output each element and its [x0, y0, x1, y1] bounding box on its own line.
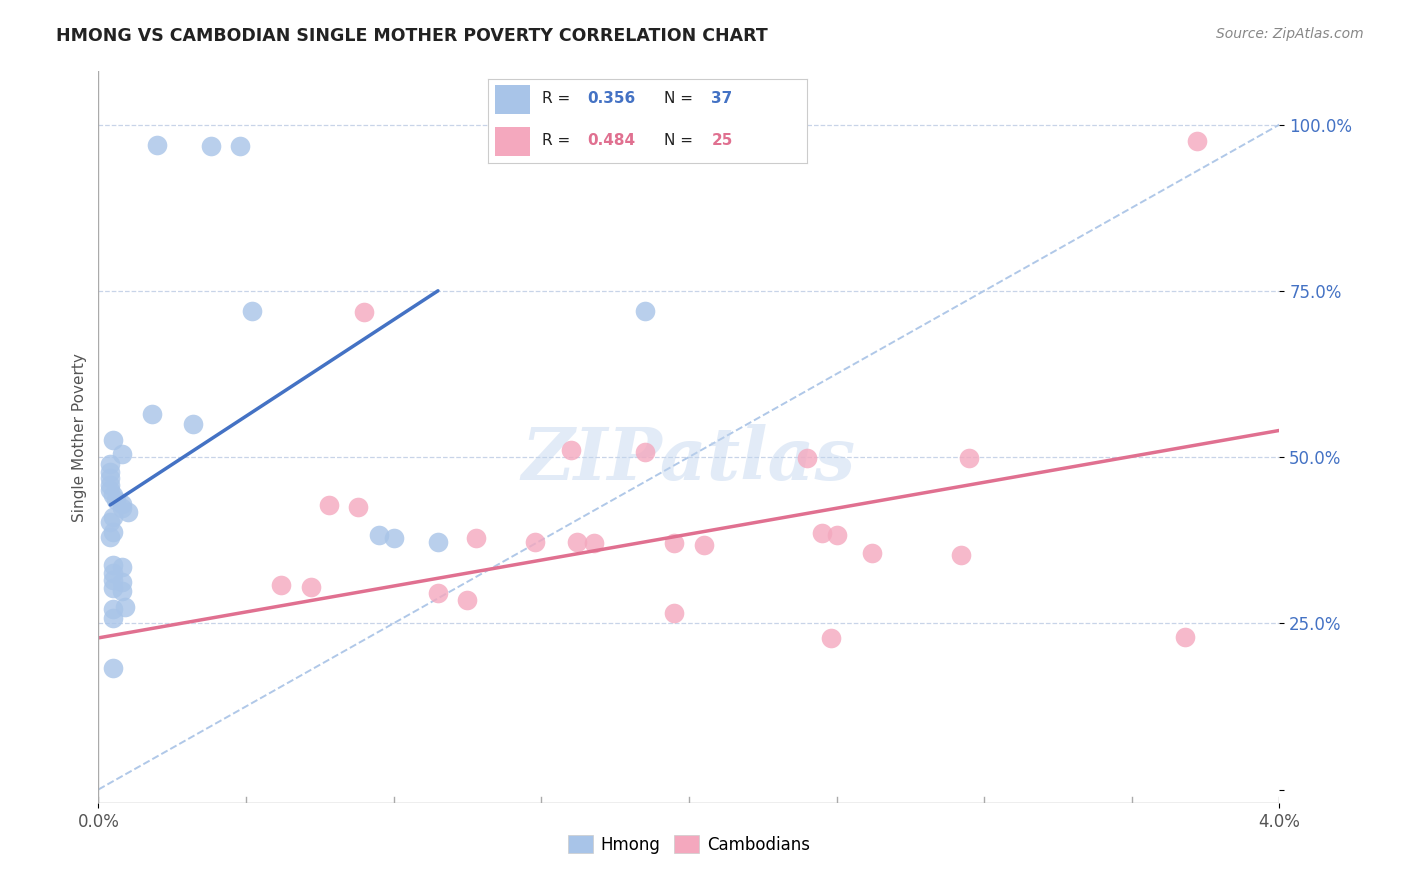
Point [949, 549, 972, 563]
Point [368, 528, 391, 542]
Point [114, 599, 136, 614]
Point [959, 451, 981, 466]
Point [98, 478, 121, 492]
Point [457, 593, 479, 607]
Point [111, 501, 134, 516]
Point [240, 303, 263, 318]
Point [664, 607, 686, 621]
Point [98, 515, 121, 529]
Point [318, 498, 340, 512]
Point [347, 500, 370, 514]
Point [811, 526, 834, 541]
Point [103, 558, 125, 572]
Point [693, 538, 716, 552]
Point [427, 586, 450, 600]
Point [270, 577, 292, 591]
Point [427, 535, 450, 549]
Point [103, 573, 125, 587]
Point [200, 138, 222, 153]
Point [796, 451, 818, 466]
Point [565, 535, 588, 549]
Point [103, 661, 125, 675]
Point [98, 465, 121, 479]
Text: HMONG VS CAMBODIAN SINGLE MOTHER POVERTY CORRELATION CHART: HMONG VS CAMBODIAN SINGLE MOTHER POVERTY… [56, 27, 768, 45]
Point [141, 407, 163, 421]
Point [105, 492, 128, 507]
Point [299, 580, 322, 594]
Point [103, 488, 125, 502]
Point [820, 631, 842, 645]
Point [465, 531, 488, 545]
Point [103, 434, 125, 448]
Point [103, 509, 125, 524]
Point [103, 601, 125, 615]
Point [181, 417, 204, 431]
Point [560, 443, 582, 458]
Point [117, 504, 139, 518]
Point [103, 566, 125, 581]
Point [524, 535, 547, 549]
Point [111, 447, 134, 461]
Text: ZIPatlas: ZIPatlas [522, 424, 856, 494]
Point [98, 530, 121, 544]
Legend: Hmong, Cambodians: Hmong, Cambodians [561, 829, 817, 860]
Point [1174, 630, 1197, 644]
Point [98, 483, 121, 498]
Point [111, 575, 134, 590]
Point [111, 497, 134, 511]
Point [146, 137, 169, 152]
Point [98, 457, 121, 471]
Point [229, 138, 252, 153]
Point [111, 559, 134, 574]
Point [1185, 134, 1208, 148]
Y-axis label: Single Mother Poverty: Single Mother Poverty [72, 352, 87, 522]
Point [103, 611, 125, 625]
Point [111, 584, 134, 599]
Point [98, 471, 121, 485]
Point [103, 524, 125, 539]
Point [103, 581, 125, 595]
Point [353, 305, 375, 319]
Text: Source: ZipAtlas.com: Source: ZipAtlas.com [1216, 27, 1364, 41]
Point [634, 303, 657, 318]
Point [634, 444, 657, 458]
Point [860, 546, 883, 560]
Point [664, 536, 686, 550]
Point [825, 528, 848, 542]
Point [583, 536, 606, 550]
Point [382, 531, 405, 545]
